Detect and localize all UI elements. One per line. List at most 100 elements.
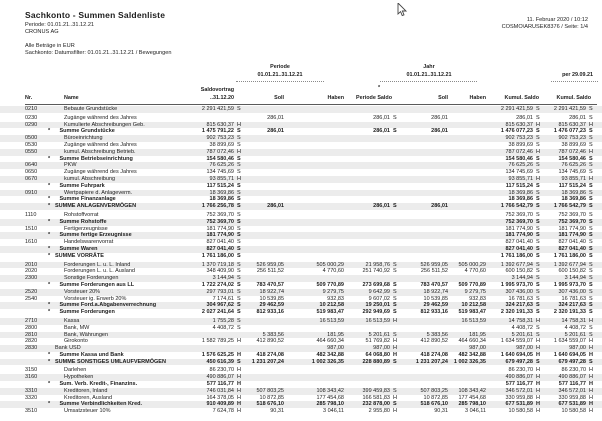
- cell-saldovortrag-sh: S: [237, 317, 241, 324]
- cell-periode-haben: 285 798,10: [316, 401, 344, 408]
- table-row: * Summe Betriebseinrichtung 154 580,46 S 154…: [0, 156, 602, 163]
- page-title: Sachkonto - Summen Saldenliste: [25, 10, 166, 20]
- cell-saldovortrag: 1 755,28: [212, 317, 234, 324]
- cell-periode-saldo-sh: S: [393, 203, 397, 210]
- cell-kumul-saldo: 600 150,82: [505, 268, 533, 275]
- cell-account-name: Kassa: [64, 317, 80, 324]
- cell-kumul-saldo-per: 10 580,58: [561, 408, 586, 415]
- cell-saldovortrag-sh: S: [237, 281, 241, 288]
- cell-total-marker: *: [48, 245, 51, 252]
- cell-kumul-saldo-per: 815 630,37: [558, 121, 586, 128]
- cell-account-no: 2300: [25, 275, 38, 282]
- cell-kumul-saldo-per: 1 634 559,07: [553, 338, 586, 345]
- cell-periode-saldo: 273 699,68: [362, 281, 390, 288]
- cell-kumul-saldo: 1 476 077,23: [500, 128, 533, 135]
- cell-account-no: 0670: [25, 175, 38, 182]
- cell-saldovortrag-sh: S: [237, 225, 241, 232]
- user-page-info: COSMO\ARUSEK8376 / Seite: 1/4: [501, 24, 588, 30]
- cell-periode-saldo: 292 949,69: [362, 309, 390, 316]
- table-row: 2020 Forderungen L. u. L. Ausland 348 409,…: [0, 268, 602, 275]
- cell-jahr-haben: 519 983,47: [458, 309, 486, 316]
- cell-saldovortrag-sh: S: [237, 245, 241, 252]
- cell-periode-saldo-sh: S: [393, 114, 397, 121]
- cell-kumul-saldo: 815 630,37: [505, 121, 533, 128]
- cell-account-no: 3510: [25, 408, 38, 415]
- cell-jahr-soll: 90,31: [434, 408, 448, 415]
- cell-saldovortrag-sh: H: [237, 381, 241, 388]
- cell-jahr-haben: 505 000,29: [458, 261, 486, 268]
- cell-account-name: Zugänge während des Jahres: [64, 114, 137, 121]
- cell-kumul-saldo-sh: H: [536, 317, 540, 324]
- cell-account-name: Sonstige Forderungen: [64, 275, 119, 282]
- cell-kumul-saldo: 1 640 694,05: [500, 351, 533, 358]
- cell-kumul-saldo: 2 320 191,33: [500, 309, 533, 316]
- cell-periode-saldo: 16 513,59: [365, 317, 390, 324]
- cell-total-marker: *: [48, 252, 51, 259]
- cell-total-marker: *: [48, 232, 51, 239]
- table-row: * Summe Finanzanlage 18 369,86 S 18 369,86 S 1…: [0, 196, 602, 203]
- cell-kumul-saldo-sh: H: [536, 387, 540, 394]
- cell-kumul-saldo: 2 291 421,59: [500, 106, 533, 112]
- cell-periode-soll: 286,01: [267, 114, 284, 121]
- cell-kumul-saldo-per-sh: S: [589, 218, 593, 225]
- cell-saldovortrag-sh: S: [237, 135, 241, 142]
- cell-saldovortrag: 1 761 186,00: [201, 252, 234, 259]
- cell-kumul-saldo-sh: S: [536, 232, 540, 239]
- cell-kumul-saldo-per-sh: H: [589, 401, 593, 408]
- cell-periode-saldo-sh: S: [393, 281, 397, 288]
- table-row: 3150 Darlehen 86 230,70 H 86 230,70 H 86 230,7…: [0, 367, 602, 374]
- cell-kumul-saldo-sh: S: [536, 106, 540, 112]
- cell-kumul-saldo-per-sh: H: [589, 408, 593, 415]
- cell-periode-saldo-sh: S: [393, 331, 397, 338]
- cell-kumul-saldo-per: 1 766 542,79: [553, 203, 586, 210]
- table-row: 2800 Bank, MW 4 408,72 S 4 408,72 S 4 408,72 S: [0, 325, 602, 332]
- cell-kumul-saldo: 577 116,77: [505, 381, 533, 388]
- cell-periode-soll: 10 539,85: [259, 295, 284, 302]
- cell-kumul-saldo-per-sh: S: [589, 128, 593, 135]
- cell-jahr-haben: 285 798,10: [458, 401, 486, 408]
- cell-kumul-saldo-sh: S: [536, 162, 540, 169]
- cell-saldovortrag-sh: H: [237, 351, 241, 358]
- cell-kumul-saldo-sh: H: [536, 381, 540, 388]
- cell-jahr-haben: 177 454,68: [458, 394, 486, 401]
- jahr-dotted-rule: [380, 81, 477, 82]
- cell-periode-soll: 5 383,56: [262, 331, 284, 338]
- cell-kumul-saldo-per: 752 369,70: [558, 218, 586, 225]
- cell-periode-soll: 286,01: [267, 128, 284, 135]
- cell-account-no: 2020: [25, 268, 38, 275]
- cell-kumul-saldo: 330 959,88: [505, 394, 533, 401]
- band-jahr-range: 01.01.21..31.12.21: [406, 72, 452, 78]
- cell-periode-saldo-sh: S: [393, 387, 397, 394]
- cell-account-name: Hypotheken: [64, 374, 94, 381]
- cell-saldovortrag-sh: S: [237, 128, 241, 135]
- cell-account-name: Bank, Währungen: [64, 331, 109, 338]
- cell-saldovortrag: 38 899,69: [209, 141, 234, 148]
- table-row: * Summe Forderungen 2 027 241,64 S 812 933,1…: [0, 309, 602, 316]
- cell-account-name: Summe Kassa und Bank: [59, 351, 124, 358]
- cell-kumul-saldo-per: 1 640 694,05: [553, 351, 586, 358]
- cell-account-no: 2820: [25, 338, 38, 345]
- cell-kumul-saldo-per: 181 774,90: [558, 225, 586, 232]
- cell-jahr-haben: 932,83: [469, 295, 486, 302]
- cell-periode-soll: 526 959,05: [256, 261, 284, 268]
- cell-periode-saldo-sh: S: [393, 295, 397, 302]
- cell-saldovortrag: 304 967,62: [206, 302, 234, 309]
- cell-periode-soll: 507 803,25: [256, 387, 284, 394]
- cell-saldovortrag: 490 886,07: [206, 374, 234, 381]
- cell-kumul-saldo-sh: S: [536, 196, 540, 203]
- cell-saldovortrag-sh: S: [237, 239, 241, 246]
- cell-saldovortrag: 752 369,70: [206, 211, 234, 218]
- cell-periode-haben: 16 513,59: [319, 317, 344, 324]
- cell-kumul-saldo-per-sh: S: [589, 225, 593, 232]
- cell-kumul-saldo: 752 369,70: [505, 218, 533, 225]
- cell-kumul-saldo-per: 490 886,07: [558, 374, 586, 381]
- cell-kumul-saldo: 286,01: [516, 114, 533, 121]
- cell-kumul-saldo-per-sh: S: [589, 232, 593, 239]
- cell-jahr-haben: 108 343,42: [458, 387, 486, 394]
- cell-saldovortrag-sh: S: [237, 358, 241, 365]
- cell-saldovortrag-sh: S: [237, 218, 241, 225]
- cell-account-no: 2830: [25, 345, 38, 352]
- cell-kumul-saldo-per-sh: S: [589, 302, 593, 309]
- cell-kumul-saldo-sh: S: [536, 302, 540, 309]
- table-row: 0210 Bebaute Grundstücke 2 291 421,59 S 2 29…: [0, 106, 602, 113]
